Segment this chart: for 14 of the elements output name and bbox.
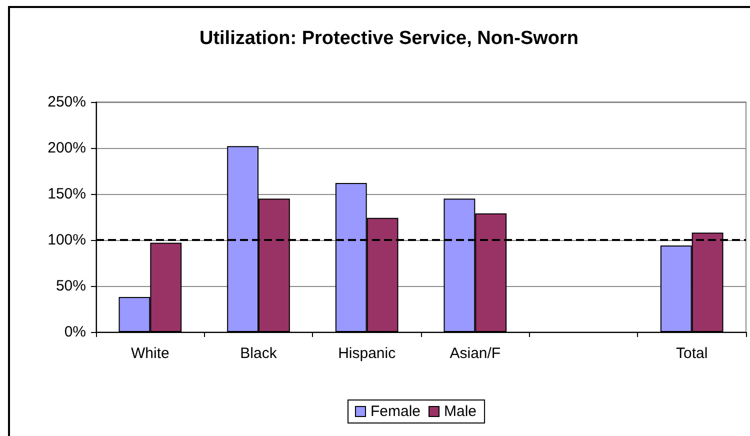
x-tick-label: Hispanic bbox=[338, 345, 396, 362]
y-tick-label: 50% bbox=[56, 278, 86, 294]
chart-title: Utilization: Protective Service, Non-Sworn bbox=[199, 28, 579, 49]
x-tick-label: Black bbox=[240, 345, 278, 362]
x-tick-label: Total bbox=[676, 345, 708, 362]
x-tick-label: White bbox=[130, 345, 170, 362]
legend-label: Male bbox=[444, 403, 477, 420]
y-tick-label: 100% bbox=[48, 232, 86, 248]
x-tick-label: Asian/F bbox=[450, 345, 501, 362]
y-tick-label: 250% bbox=[48, 94, 86, 110]
y-tick-label: 200% bbox=[48, 140, 86, 156]
y-tick-label: 0% bbox=[64, 324, 86, 340]
legend-label: Female bbox=[370, 403, 421, 420]
y-tick-label: 150% bbox=[48, 186, 86, 202]
